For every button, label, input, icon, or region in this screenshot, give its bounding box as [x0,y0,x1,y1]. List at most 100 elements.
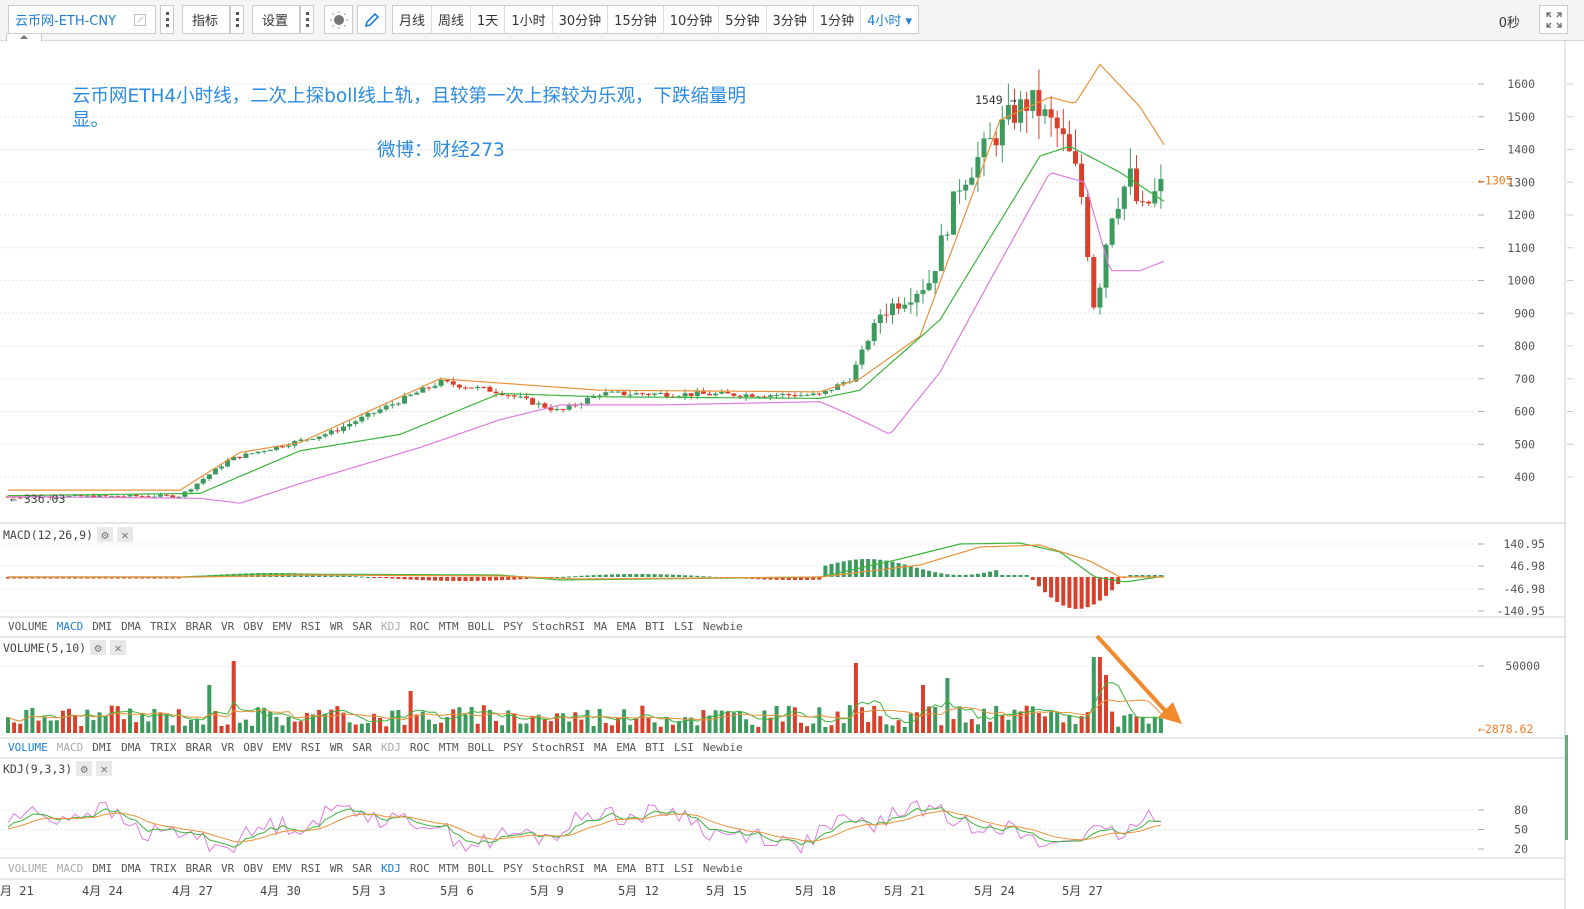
symbol-selector[interactable]: 云币网-ETH-CNY [8,5,156,34]
fullscreen-button[interactable] [1539,5,1568,34]
collapse-toolbar-toggle[interactable] [6,33,42,42]
indicator-tab-dma[interactable]: DMA [121,741,141,754]
indicator-tab-boll[interactable]: BOLL [467,862,495,875]
indicator-tab-macd[interactable]: MACD [56,862,84,875]
external-link-icon[interactable] [134,13,147,26]
period-button-active[interactable]: 4小时 ▾ [867,14,913,29]
indicator-tab-obv[interactable]: OBV [243,741,264,754]
indicator-tab-stochrsi[interactable]: StochRSI [532,620,585,633]
period-button-0[interactable]: 月线 [393,6,433,33]
date-label: 月 21 [0,884,34,898]
indicator-tab-roc[interactable]: ROC [409,741,430,754]
indicator-tab-dma[interactable]: DMA [121,862,141,875]
period-button-5[interactable]: 15分钟 [608,6,664,33]
kdj-close-icon[interactable]: ✕ [96,761,113,776]
indicator-tab-wr[interactable]: WR [329,620,344,633]
indicator-tab-dma[interactable]: DMA [121,620,141,633]
indicator-tab-brar[interactable]: BRAR [185,862,213,875]
indicator-tab-volume[interactable]: VOLUME [8,620,48,633]
indicator-tab-stochrsi[interactable]: StochRSI [532,741,585,754]
indicator-tab-bti[interactable]: BTI [645,620,665,633]
volume-settings-gear-icon[interactable]: ⚙ [90,640,107,655]
indicator-tab-volume[interactable]: VOLUME [8,741,48,754]
indicator-tab-boll[interactable]: BOLL [467,620,495,633]
volume-close-icon[interactable]: ✕ [110,640,127,655]
indicator-tab-ma[interactable]: MA [593,620,608,633]
indicator-tab-mtm[interactable]: MTM [438,862,459,875]
indicator-tab-emv[interactable]: EMV [272,741,292,754]
theme-toggle-button[interactable] [324,5,353,34]
indicator-tab-newbie[interactable]: Newbie [702,620,743,633]
indicator-tab-kdj[interactable]: KDJ [381,741,401,754]
indicator-tab-wr[interactable]: WR [329,741,344,754]
indicator-tab-trix[interactable]: TRIX [150,741,177,754]
period-button-8[interactable]: 3分钟 [767,6,814,33]
indicator-tab-brar[interactable]: BRAR [185,741,213,754]
indicator-tab-ema[interactable]: EMA [616,862,637,875]
indicator-tab-trix[interactable]: TRIX [150,620,177,633]
indicator-tab-kdj[interactable]: KDJ [381,620,401,633]
indicator-tab-mtm[interactable]: MTM [438,741,459,754]
svg-text:1200: 1200 [1507,208,1535,222]
indicator-tab-sar[interactable]: SAR [352,620,372,633]
indicator-tab-macd[interactable]: MACD [56,741,84,754]
indicator-tab-brar[interactable]: BRAR [185,620,213,633]
indicator-tab-boll[interactable]: BOLL [467,741,495,754]
indicator-tab-ma[interactable]: MA [593,862,608,875]
indicator-tab-rsi[interactable]: RSI [301,741,321,754]
settings-button[interactable]: 设置 [252,5,300,34]
indicator-tab-ema[interactable]: EMA [616,620,637,633]
symbol-menu-button[interactable] [160,5,174,34]
period-button-3[interactable]: 1小时 [505,6,553,33]
indicator-tab-ema[interactable]: EMA [616,741,637,754]
indicator-tab-trix[interactable]: TRIX [150,862,177,875]
chart-canvas[interactable]: 1600 1500 1400 1300 1200 1100 1000 900 800 700 600… [0,41,1584,909]
indicator-tab-rsi[interactable]: RSI [301,862,321,875]
indicator-tab-rsi[interactable]: RSI [301,620,321,633]
indicator-tab-vr[interactable]: VR [221,620,235,633]
draw-tool-button[interactable] [357,5,386,34]
indicator-tab-psy[interactable]: PSY [503,741,523,754]
indicator-tab-vr[interactable]: VR [221,862,235,875]
indicator-tab-lsi[interactable]: LSI [673,862,694,875]
indicators-button[interactable]: 指标 [182,5,230,34]
indicator-tab-dmi[interactable]: DMI [92,862,113,875]
indicator-tab-roc[interactable]: ROC [409,620,430,633]
kdj-settings-gear-icon[interactable]: ⚙ [76,761,93,776]
indicator-tab-obv[interactable]: OBV [243,620,264,633]
indicator-tab-sar[interactable]: SAR [352,741,372,754]
indicator-tab-volume[interactable]: VOLUME [8,862,48,875]
macd-settings-gear-icon[interactable]: ⚙ [97,527,114,542]
indicator-tab-obv[interactable]: OBV [243,862,264,875]
period-button-4[interactable]: 30分钟 [553,6,609,33]
indicator-tab-lsi[interactable]: LSI [673,620,694,633]
period-button-6[interactable]: 10分钟 [664,6,720,33]
settings-menu-button[interactable] [300,5,314,34]
indicator-tab-psy[interactable]: PSY [503,862,523,875]
indicator-tab-roc[interactable]: ROC [409,862,430,875]
indicator-tab-bti[interactable]: BTI [645,741,665,754]
indicator-tab-stochrsi[interactable]: StochRSI [532,862,585,875]
indicator-tab-emv[interactable]: EMV [272,862,292,875]
indicator-tab-macd[interactable]: MACD [56,620,84,633]
period-button-2[interactable]: 1天 [471,6,506,33]
period-button-1[interactable]: 周线 [432,6,472,33]
indicators-menu-button[interactable] [230,5,244,34]
indicator-tab-kdj[interactable]: KDJ [381,862,401,875]
indicator-tab-wr[interactable]: WR [329,862,344,875]
indicator-tab-emv[interactable]: EMV [272,620,292,633]
period-button-7[interactable]: 5分钟 [719,6,767,33]
indicator-tab-sar[interactable]: SAR [352,862,372,875]
indicator-tab-newbie[interactable]: Newbie [702,741,743,754]
indicator-tab-ma[interactable]: MA [593,741,608,754]
macd-close-icon[interactable]: ✕ [117,527,134,542]
indicator-tab-newbie[interactable]: Newbie [702,862,743,875]
indicator-tab-lsi[interactable]: LSI [673,741,694,754]
indicator-tab-vr[interactable]: VR [221,741,235,754]
period-button-9[interactable]: 1分钟 [814,6,862,33]
indicator-tab-dmi[interactable]: DMI [92,620,113,633]
indicator-tab-bti[interactable]: BTI [645,862,665,875]
indicator-tab-dmi[interactable]: DMI [92,741,113,754]
indicator-tab-psy[interactable]: PSY [503,620,523,633]
indicator-tab-mtm[interactable]: MTM [438,620,459,633]
